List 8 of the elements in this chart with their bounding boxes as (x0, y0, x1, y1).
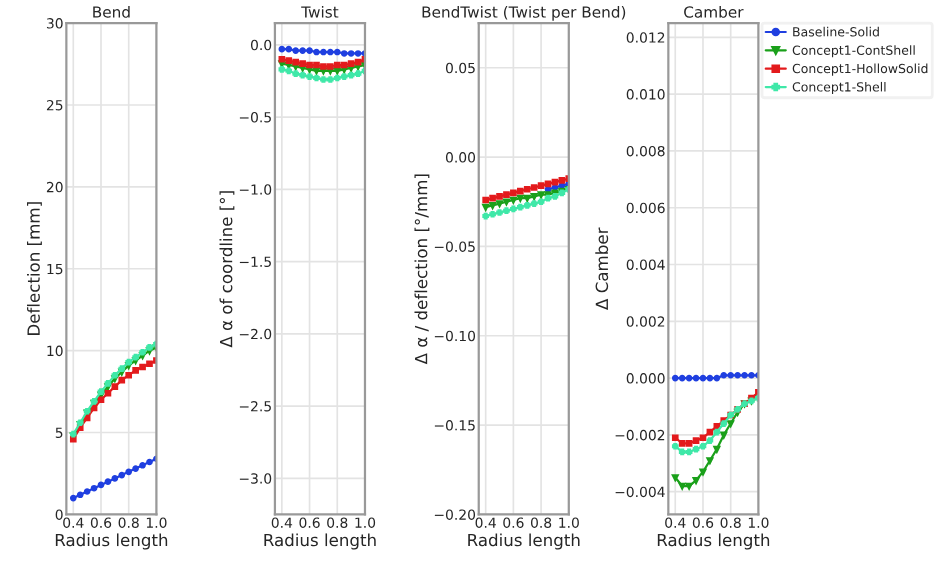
y-axis-title: Deflection [mm] (27, 202, 42, 335)
x-axis-title: Radius length (264, 533, 376, 550)
x-axis-title: Radius length (55, 533, 168, 550)
y-axis-title: Δ Camber (595, 227, 609, 310)
y-axis-title: Δ α / deflection [°/mm] (414, 174, 430, 365)
x-axis-title: Radius length (657, 533, 770, 550)
y-axis-title: Δ α of coordline [°] (219, 191, 235, 348)
x-axis-title: Radius length (468, 533, 580, 550)
